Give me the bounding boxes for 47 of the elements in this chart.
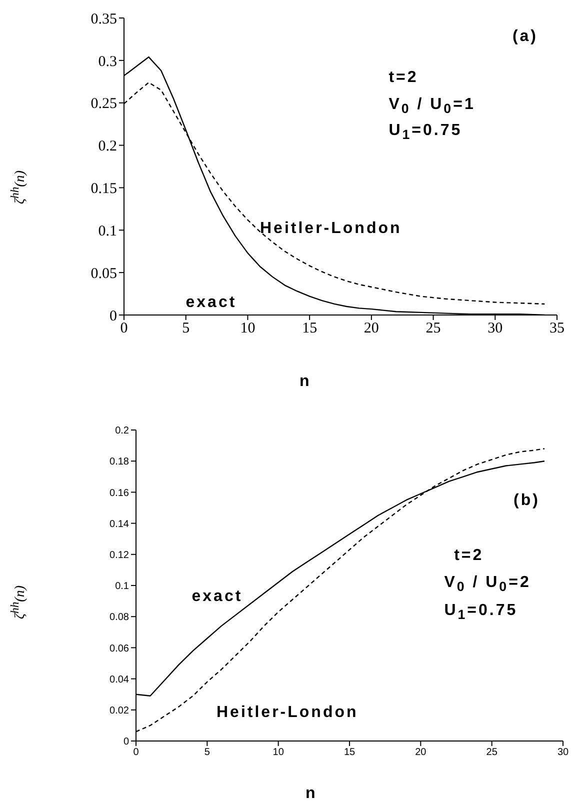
y-tick-label: 0.05	[90, 266, 117, 282]
y-tick-label: 0.08	[110, 612, 130, 624]
y-tick-label: 0.2	[98, 138, 117, 155]
y-tick-label: 0.16	[110, 488, 130, 499]
annotation: V$_{0}$ / U$_{0}$=1	[388, 96, 476, 116]
annotation: t=2	[388, 68, 418, 87]
x-tick-label: 25	[426, 320, 441, 337]
x-tick-label: 5	[204, 747, 210, 758]
y-tick-label: 0.04	[110, 674, 130, 686]
y-tick-label: 0.02	[110, 705, 130, 716]
x-tick-label: 30	[557, 747, 569, 758]
x-tick-label: 10	[240, 320, 256, 337]
x-tick-label: 25	[486, 747, 498, 758]
y-tick-label: 0	[110, 308, 117, 324]
y-tick-label: 0.18	[110, 456, 130, 468]
x-axis-title: n	[306, 785, 316, 803]
x-tick-label: 20	[364, 320, 379, 337]
series-label: Heitler-London	[260, 220, 402, 238]
annotation: (a)	[512, 28, 538, 46]
annotation: U$_{1}$=0.75	[388, 122, 462, 143]
y-tick-label: 0.3	[98, 54, 117, 70]
x-axis-title: n	[300, 373, 310, 391]
y-tick-label: 0.1	[115, 581, 130, 592]
x-tick-label: 20	[415, 747, 427, 758]
x-tick-label: 15	[302, 320, 318, 337]
y-tick-label: 0.06	[110, 643, 130, 654]
y-tick-label: 0.1	[98, 223, 117, 240]
y-tick-label: 0.15	[90, 181, 117, 198]
y-tick-label: 0.14	[110, 518, 130, 530]
x-tick-label: 15	[344, 747, 356, 758]
series-label: Heitler-London	[216, 704, 358, 722]
text: exact	[186, 294, 237, 312]
x-tick-label: 5	[182, 320, 190, 337]
y-tick-label: 0.12	[110, 550, 130, 561]
annotation: t=2	[454, 546, 484, 565]
series-label: exact	[192, 588, 243, 606]
y-tick-label: 0.25	[90, 96, 117, 112]
y-tick-label: 0	[123, 736, 130, 748]
annotation: V$_{0}$ / U$_{0}$=2	[444, 574, 531, 594]
x-tick-label: 30	[488, 320, 503, 337]
y-tick-label: 0.2	[115, 426, 130, 437]
annotation: (b)	[514, 492, 540, 510]
x-tick-label: 0	[133, 747, 140, 758]
y-tick-label: 0.35	[90, 11, 117, 28]
x-tick-label: 10	[272, 747, 284, 758]
annotation: U$_{1}$=0.75	[444, 602, 518, 622]
x-tick-label: 35	[550, 320, 564, 337]
